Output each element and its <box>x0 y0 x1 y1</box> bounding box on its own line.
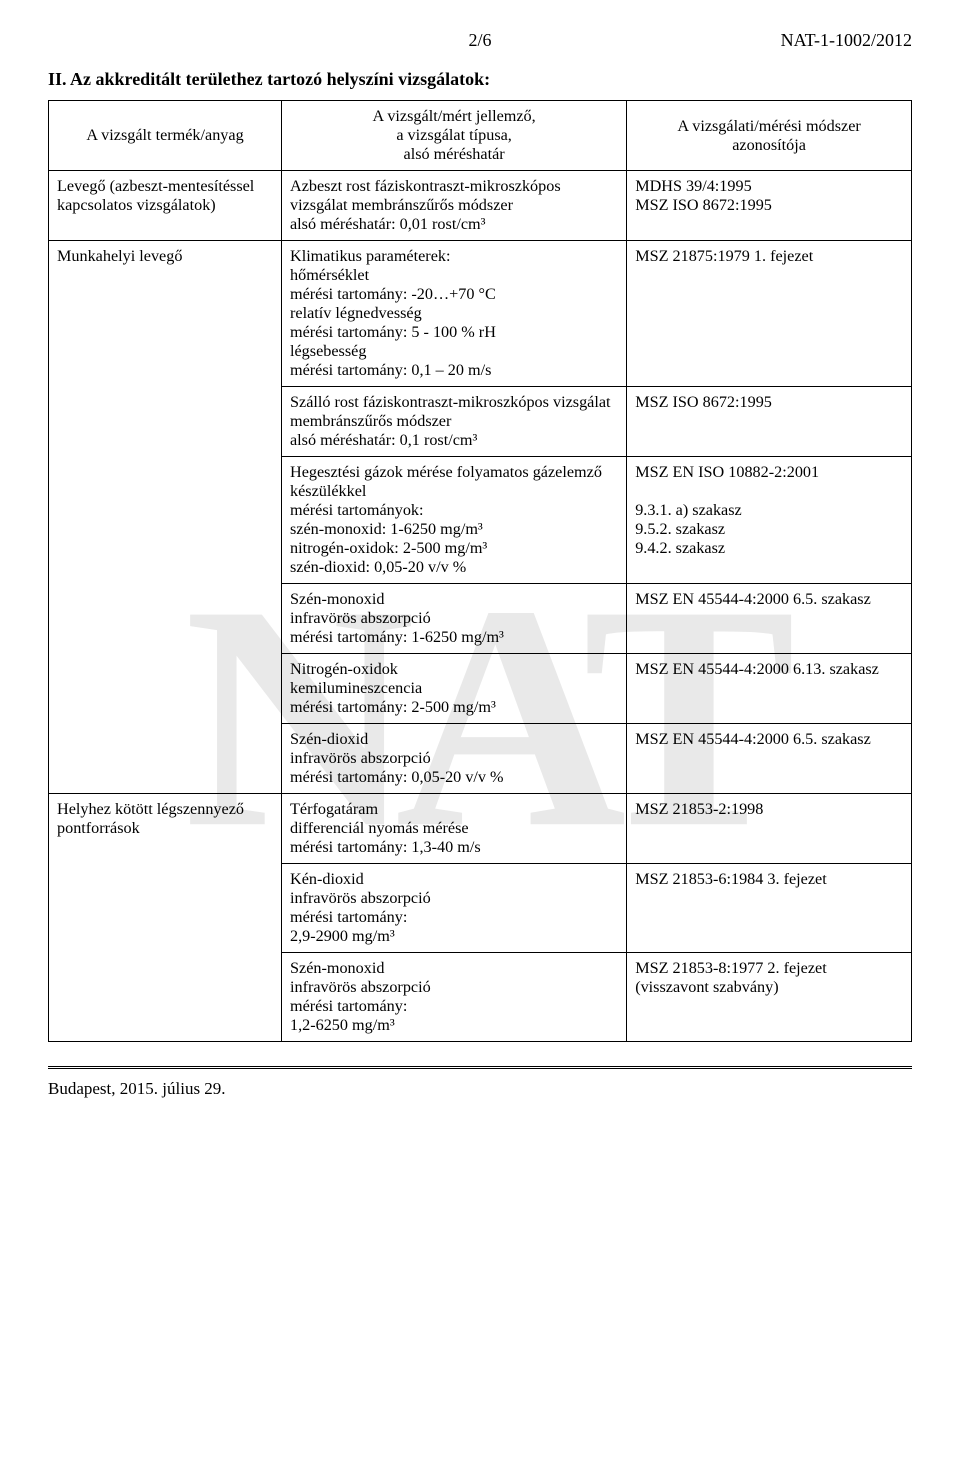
cell-property: Szén-monoxidinfravörös abszorpciómérési … <box>282 584 627 654</box>
cell-text: Helyhez kötött légszennyező pontforrások <box>57 800 244 837</box>
cell-text: Szén-monoxidinfravörös abszorpciómérési … <box>290 959 431 1034</box>
th-property: A vizsgált/mért jellemző,a vizsgálat típ… <box>282 101 627 171</box>
table-row: Munkahelyi levegő Klimatikus paraméterek… <box>49 241 912 387</box>
table-row: Levegő (azbeszt-mentesítéssel kapcsolato… <box>49 171 912 241</box>
cell-property: Kén-dioxidinfravörös abszorpciómérési ta… <box>282 864 627 953</box>
th-method: A vizsgálati/mérési módszerazonosítója <box>627 101 912 171</box>
cell-text: MSZ 21853-8:1977 2. fejezet(visszavont s… <box>635 959 827 996</box>
cell-property: Térfogatáramdifferenciál nyomás mérésemé… <box>282 794 627 864</box>
cell-property: Klimatikus paraméterek:hőmérsékletmérési… <box>282 241 627 387</box>
th-product-text: A vizsgált termék/anyag <box>86 126 243 144</box>
cell-product: Munkahelyi levegő <box>49 241 282 794</box>
cell-text: Szén-dioxidinfravörös abszorpciómérési t… <box>290 730 504 786</box>
doc-code: NAT-1-1002/2012 <box>624 30 912 51</box>
th-method-text: A vizsgálati/mérési módszerazonosítója <box>677 117 860 154</box>
cell-text: Szálló rost fáziskontraszt-mikroszkópos … <box>290 393 611 449</box>
page-number: 2/6 <box>336 30 624 51</box>
cell-property: Szén-dioxidinfravörös abszorpciómérési t… <box>282 724 627 794</box>
cell-text: Térfogatáramdifferenciál nyomás mérésemé… <box>290 800 481 856</box>
cell-property: Szálló rost fáziskontraszt-mikroszkópos … <box>282 387 627 457</box>
cell-text: MSZ 21853-6:1984 3. fejezet <box>635 870 827 888</box>
cell-method: MSZ EN 45544-4:2000 6.5. szakasz <box>627 584 912 654</box>
cell-property: Hegesztési gázok mérése folyamatos gázel… <box>282 457 627 584</box>
th-product: A vizsgált termék/anyag <box>49 101 282 171</box>
cell-method: MDHS 39/4:1995MSZ ISO 8672:1995 <box>627 171 912 241</box>
cell-property: Nitrogén-oxidokkemilumineszcenciamérési … <box>282 654 627 724</box>
cell-text: MSZ 21853-2:1998 <box>635 800 763 818</box>
cell-text: MSZ ISO 8672:1995 <box>635 393 772 411</box>
cell-text: MSZ 21875:1979 1. fejezet <box>635 247 813 265</box>
cell-text: Levegő (azbeszt-mentesítéssel kapcsolato… <box>57 177 254 214</box>
cell-method: MSZ ISO 8672:1995 <box>627 387 912 457</box>
cell-property: Azbeszt rost fáziskontraszt-mikroszkópos… <box>282 171 627 241</box>
cell-text: Hegesztési gázok mérése folyamatos gázel… <box>290 463 602 576</box>
cell-method: MSZ EN 45544-4:2000 6.13. szakasz <box>627 654 912 724</box>
cell-text: Nitrogén-oxidokkemilumineszcenciamérési … <box>290 660 496 716</box>
cell-method: MSZ 21875:1979 1. fejezet <box>627 241 912 387</box>
cell-product: Helyhez kötött légszennyező pontforrások <box>49 794 282 1042</box>
cell-text: Kén-dioxidinfravörös abszorpciómérési ta… <box>290 870 431 945</box>
cell-text: MSZ EN 45544-4:2000 6.13. szakasz <box>635 660 879 678</box>
cell-text: Klimatikus paraméterek:hőmérsékletmérési… <box>290 247 496 379</box>
cell-method: MSZ EN 45544-4:2000 6.5. szakasz <box>627 724 912 794</box>
cell-property: Szén-monoxidinfravörös abszorpciómérési … <box>282 953 627 1042</box>
section-title: II. Az akkreditált területhez tartozó he… <box>48 69 912 90</box>
footer-text: Budapest, 2015. július 29. <box>48 1079 912 1099</box>
cell-text: MSZ EN 45544-4:2000 6.5. szakasz <box>635 730 871 748</box>
main-table: A vizsgált termék/anyag A vizsgált/mért … <box>48 100 912 1042</box>
cell-text: Munkahelyi levegő <box>57 247 182 265</box>
cell-method: MSZ 21853-2:1998 <box>627 794 912 864</box>
cell-text: MSZ EN 45544-4:2000 6.5. szakasz <box>635 590 871 608</box>
table-header-row: A vizsgált termék/anyag A vizsgált/mért … <box>49 101 912 171</box>
cell-text: MSZ EN ISO 10882-2:20019.3.1. a) szakasz… <box>635 463 819 557</box>
cell-method: MSZ 21853-6:1984 3. fejezet <box>627 864 912 953</box>
cell-text: Szén-monoxidinfravörös abszorpciómérési … <box>290 590 504 646</box>
footer-divider <box>48 1066 912 1069</box>
table-body: Levegő (azbeszt-mentesítéssel kapcsolato… <box>49 171 912 1042</box>
cell-method: MSZ EN ISO 10882-2:20019.3.1. a) szakasz… <box>627 457 912 584</box>
header-row: 2/6 NAT-1-1002/2012 <box>48 30 912 51</box>
cell-text: Azbeszt rost fáziskontraszt-mikroszkópos… <box>290 177 561 233</box>
cell-text: MDHS 39/4:1995MSZ ISO 8672:1995 <box>635 177 772 214</box>
table-row: Helyhez kötött légszennyező pontforrások… <box>49 794 912 864</box>
spacer-left <box>48 30 336 51</box>
cell-method: MSZ 21853-8:1977 2. fejezet(visszavont s… <box>627 953 912 1042</box>
cell-product: Levegő (azbeszt-mentesítéssel kapcsolato… <box>49 171 282 241</box>
th-property-text: A vizsgált/mért jellemző,a vizsgálat típ… <box>373 107 536 163</box>
